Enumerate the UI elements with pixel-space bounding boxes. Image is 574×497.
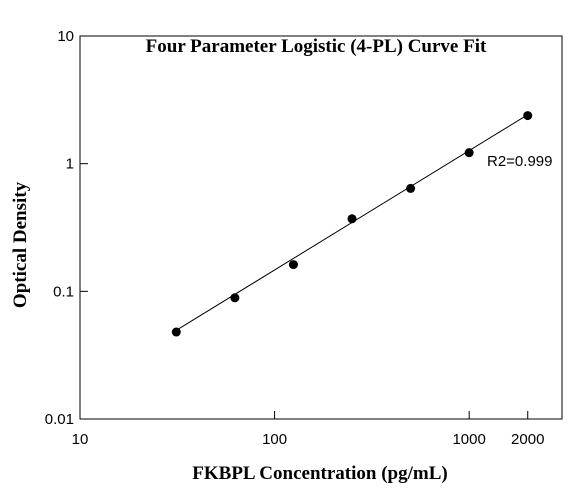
chart-title: Four Parameter Logistic (4-PL) Curve Fit [146, 36, 487, 57]
x-tick-label: 100 [262, 431, 287, 448]
y-axis: 10 1 0.1 0.01 [45, 28, 88, 428]
data-point [347, 214, 357, 224]
r-squared-annotation: R2=0.999 [487, 153, 552, 170]
data-point [230, 293, 240, 303]
y-axis-title: Optical Density [10, 181, 31, 308]
x-axis: 10 100 1000 2000 [72, 411, 544, 448]
data-point [406, 183, 416, 193]
plot-frame [79, 35, 563, 420]
data-point [464, 148, 474, 158]
data-point [523, 111, 533, 121]
data-points [171, 111, 533, 337]
y-tick-label: 1 [66, 156, 74, 173]
x-tick-label: 10 [72, 431, 89, 448]
x-axis-title: FKBPL Concentration (pg/mL) [192, 463, 447, 484]
y-tick-label: 0.1 [53, 283, 74, 300]
y-tick-label: 10 [57, 28, 74, 45]
data-point [171, 327, 181, 337]
x-tick-label: 2000 [511, 431, 544, 448]
y-tick-label: 0.01 [45, 411, 74, 428]
data-point [288, 260, 298, 270]
x-tick-label: 1000 [452, 431, 485, 448]
